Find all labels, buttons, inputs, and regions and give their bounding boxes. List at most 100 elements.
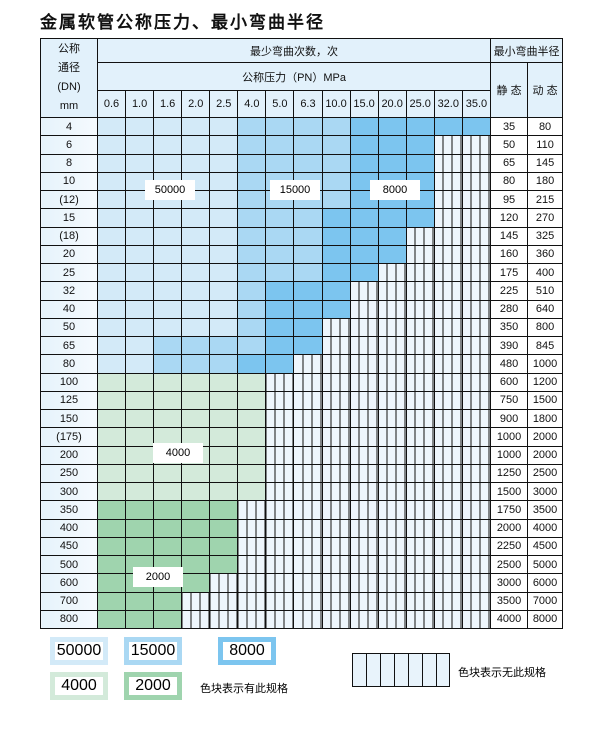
- spec-cell: [209, 500, 239, 520]
- spec-cell: [181, 299, 211, 319]
- legend-2000: 2000: [124, 672, 182, 700]
- dynamic-radius-cell: 110: [527, 135, 564, 155]
- no-spec-cell: [405, 518, 435, 538]
- spec-cell: [349, 262, 379, 283]
- legend-has-spec-text: 色块表示有此规格: [200, 683, 288, 695]
- spec-cell: [293, 135, 323, 155]
- spec-cell: [209, 481, 239, 502]
- spec-cell: [321, 281, 351, 301]
- spec-cell: [293, 317, 323, 338]
- table-row: 700 3500 7000: [40, 591, 564, 611]
- spec-cell: [209, 116, 239, 137]
- dn-cell: 125: [40, 390, 98, 411]
- no-spec-cell: [377, 536, 407, 557]
- spec-cell: [96, 281, 127, 301]
- spec-cell: [125, 153, 155, 173]
- no-spec-cell: [237, 573, 267, 593]
- no-spec-cell: [405, 591, 435, 611]
- no-spec-cell: [181, 591, 211, 611]
- pressure-col-header: 1.0: [125, 90, 155, 118]
- spec-cell: [349, 135, 379, 155]
- spec-cell: [265, 262, 295, 283]
- dn-cell: 40: [40, 299, 98, 319]
- no-spec-cell: [405, 390, 435, 411]
- no-spec-cell: [293, 500, 323, 520]
- no-spec-cell: [265, 573, 295, 593]
- no-spec-cell: [321, 335, 351, 356]
- spec-cell: [181, 335, 211, 356]
- spec-cell: [349, 226, 379, 246]
- static-radius-cell: 2250: [490, 536, 529, 557]
- no-spec-cell: [461, 135, 492, 155]
- no-spec-cell: [321, 609, 351, 630]
- no-spec-cell: [461, 518, 492, 538]
- no-spec-cell: [433, 518, 463, 538]
- spec-cell: [209, 135, 239, 155]
- table-row: 80 480 1000: [40, 354, 564, 374]
- spec-cell: [377, 208, 407, 228]
- static-radius-cell: 2500: [490, 554, 529, 575]
- radius-header: 最小弯曲半径: [490, 38, 564, 63]
- spec-cell: [209, 281, 239, 301]
- spec-cell: [321, 135, 351, 155]
- dynamic-radius-cell: 400: [527, 262, 564, 283]
- spec-cell: [181, 463, 211, 484]
- spec-cell: [209, 536, 239, 557]
- static-radius-cell: 80: [490, 171, 529, 192]
- no-spec-cell: [405, 226, 435, 246]
- spec-cell: [153, 481, 183, 502]
- spec-cell: [153, 518, 183, 538]
- dn-cell: (175): [40, 427, 98, 447]
- spec-cell: [265, 335, 295, 356]
- no-spec-cell: [321, 354, 351, 374]
- no-spec-cell: [433, 189, 463, 210]
- spec-cell: [433, 116, 463, 137]
- dn-cell: 450: [40, 536, 98, 557]
- no-spec-cell: [293, 354, 323, 374]
- spec-cell: [125, 445, 155, 465]
- dn-cell: 300: [40, 481, 98, 502]
- pressure-col-header: 2.5: [209, 90, 239, 118]
- no-spec-cell: [405, 317, 435, 338]
- legend-8000: 8000: [218, 637, 276, 665]
- spec-cell: [96, 171, 127, 192]
- no-spec-cell: [181, 609, 211, 630]
- no-spec-cell: [461, 591, 492, 611]
- page-title: 金属软管公称压力、最小弯曲半径: [40, 13, 325, 33]
- no-spec-cell: [433, 481, 463, 502]
- spec-cell: [96, 244, 127, 265]
- spec-cell: [349, 208, 379, 228]
- spec-cell: [125, 281, 155, 301]
- spec-cell: [237, 226, 267, 246]
- pressure-col-header: 1.6: [153, 90, 183, 118]
- spec-cell: [209, 554, 239, 575]
- spec-cell: [96, 481, 127, 502]
- no-spec-cell: [461, 171, 492, 192]
- dynamic-radius-cell: 510: [527, 281, 564, 301]
- spec-cell: [237, 116, 267, 137]
- spec-cell: [209, 335, 239, 356]
- no-spec-cell: [349, 591, 379, 611]
- table-row: 800 4000 8000: [40, 609, 564, 630]
- no-spec-cell: [405, 244, 435, 265]
- no-spec-cell: [433, 390, 463, 411]
- spec-cell: [181, 372, 211, 392]
- no-spec-cell: [461, 153, 492, 173]
- table-row: 200 1000 2000: [40, 445, 564, 465]
- no-spec-cell: [265, 408, 295, 429]
- spec-cell: [125, 317, 155, 338]
- spec-cell: [181, 536, 211, 557]
- no-spec-cell: [461, 500, 492, 520]
- spec-cell: [293, 335, 323, 356]
- static-radius-cell: 50: [490, 135, 529, 155]
- pressure-col-header: 2.0: [181, 90, 211, 118]
- static-radius-cell: 350: [490, 317, 529, 338]
- no-spec-cell: [349, 609, 379, 630]
- no-spec-cell: [405, 372, 435, 392]
- spec-cell: [125, 116, 155, 137]
- spec-cell: [209, 317, 239, 338]
- spec-cell: [209, 189, 239, 210]
- spec-cell: [96, 518, 127, 538]
- spec-cell: [209, 354, 239, 374]
- dynamic-radius-cell: 325: [527, 226, 564, 246]
